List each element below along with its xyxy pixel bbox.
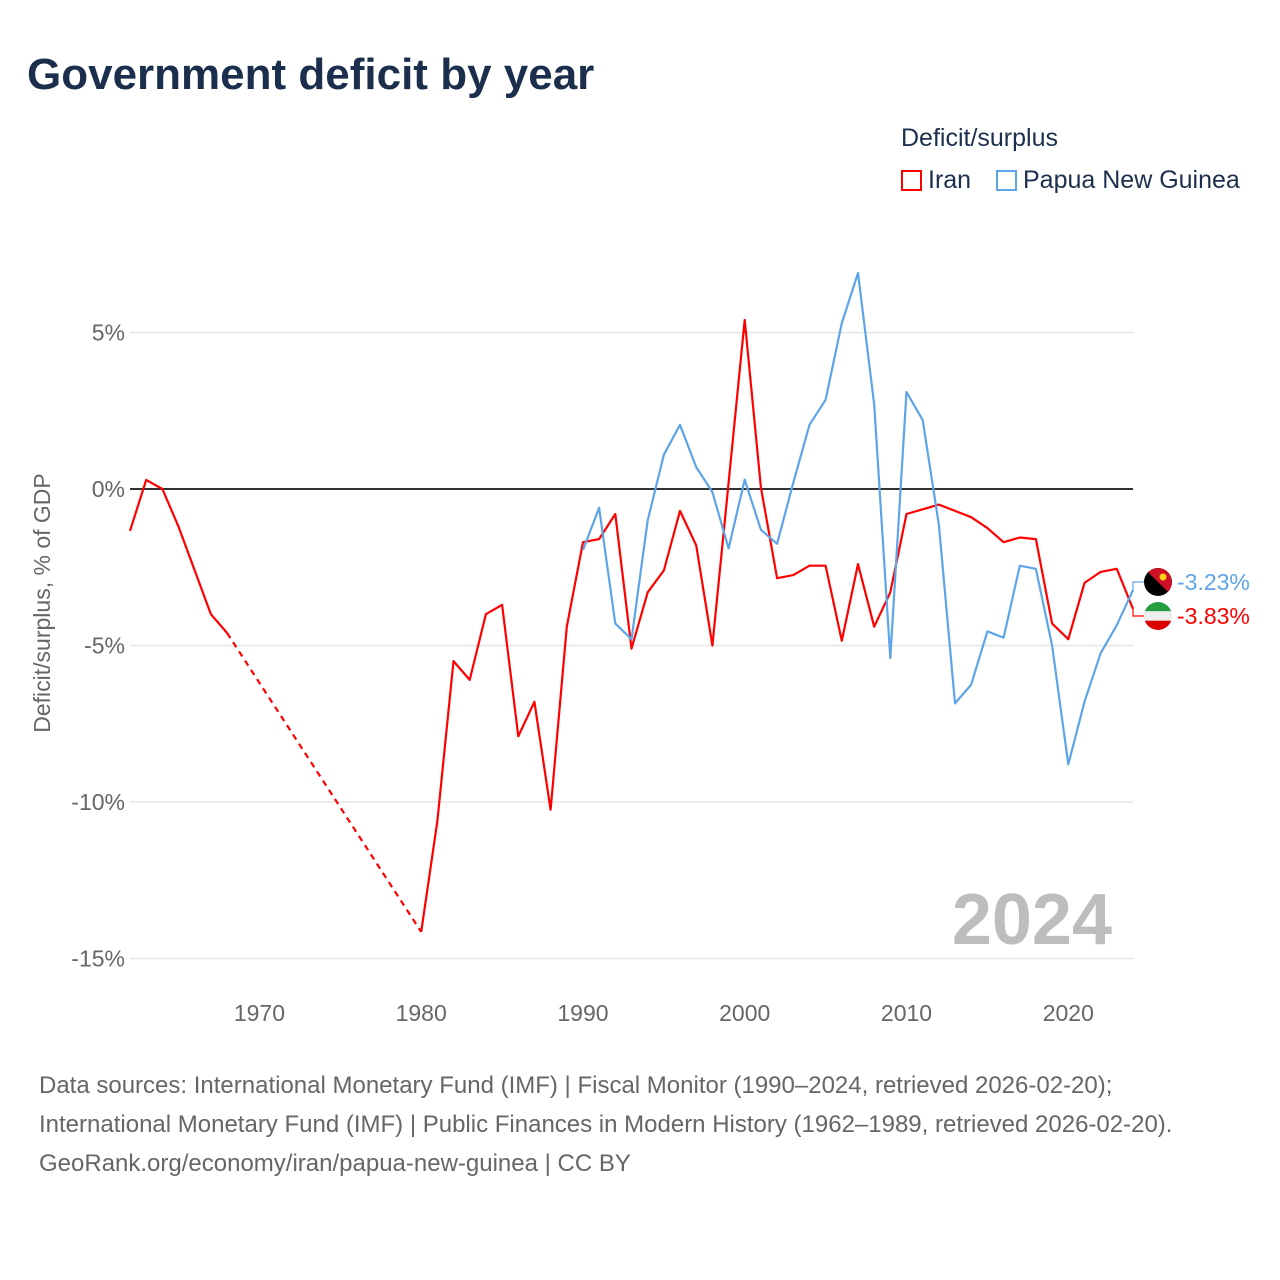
x-tick-label: 1990 <box>557 1000 608 1026</box>
end-label-png: -3.23% <box>1177 569 1250 595</box>
end-marker-png: -3.23% <box>1144 568 1250 596</box>
legend-label-iran: Iran <box>928 166 972 194</box>
x-tick-label: 1980 <box>396 1000 447 1026</box>
legend-item-iran[interactable]: Iran <box>901 166 971 195</box>
credit-link[interactable]: GeoRank.org/economy/iran/papua-new-guine… <box>39 1150 631 1177</box>
y-tick-label: -10% <box>71 789 125 815</box>
legend-title: Deficit/surplus <box>901 124 1058 152</box>
data-sources: Data sources: International Monetary Fun… <box>39 1072 1173 1138</box>
line-iran <box>128 318 1135 933</box>
legend-item-papua-new-guinea[interactable]: Papua New Guinea <box>996 166 1240 195</box>
y-axis-label: Deficit/surplus, % of GDP <box>29 473 55 732</box>
x-tick-label: 1970 <box>234 1000 285 1026</box>
chart-title: Government deficit by year <box>27 50 595 99</box>
legend-swatch-png <box>996 170 1017 191</box>
year-watermark: 2024 <box>952 880 1112 960</box>
gap-line-iran <box>226 632 423 933</box>
y-tick-label: 5% <box>92 320 125 346</box>
legend-label-png: Papua New Guinea <box>1023 166 1240 194</box>
footer: Data sources: International Monetary Fun… <box>39 1066 1239 1183</box>
end-label-iran: -3.83% <box>1177 603 1250 629</box>
x-tick-label: 2000 <box>719 1000 770 1026</box>
x-tick-label: 2010 <box>881 1000 932 1026</box>
x-tick-label: 2020 <box>1043 1000 1094 1026</box>
connector-papua-new-guinea <box>1132 581 1144 591</box>
y-tick-label: -15% <box>71 946 125 972</box>
legend-swatch-iran <box>901 170 922 191</box>
line-papua-new-guinea <box>581 271 1134 766</box>
connector-iran <box>1132 608 1144 617</box>
y-tick-label: 0% <box>92 476 125 502</box>
iran-flag-icon <box>1144 602 1172 630</box>
y-tick-label: -5% <box>84 633 125 659</box>
end-marker-iran: -3.83% <box>1144 602 1250 630</box>
chart-plot: 5%0%-5%-10%-15%1970 1980 1990 2000 2010 2020 … <box>29 271 1250 1026</box>
